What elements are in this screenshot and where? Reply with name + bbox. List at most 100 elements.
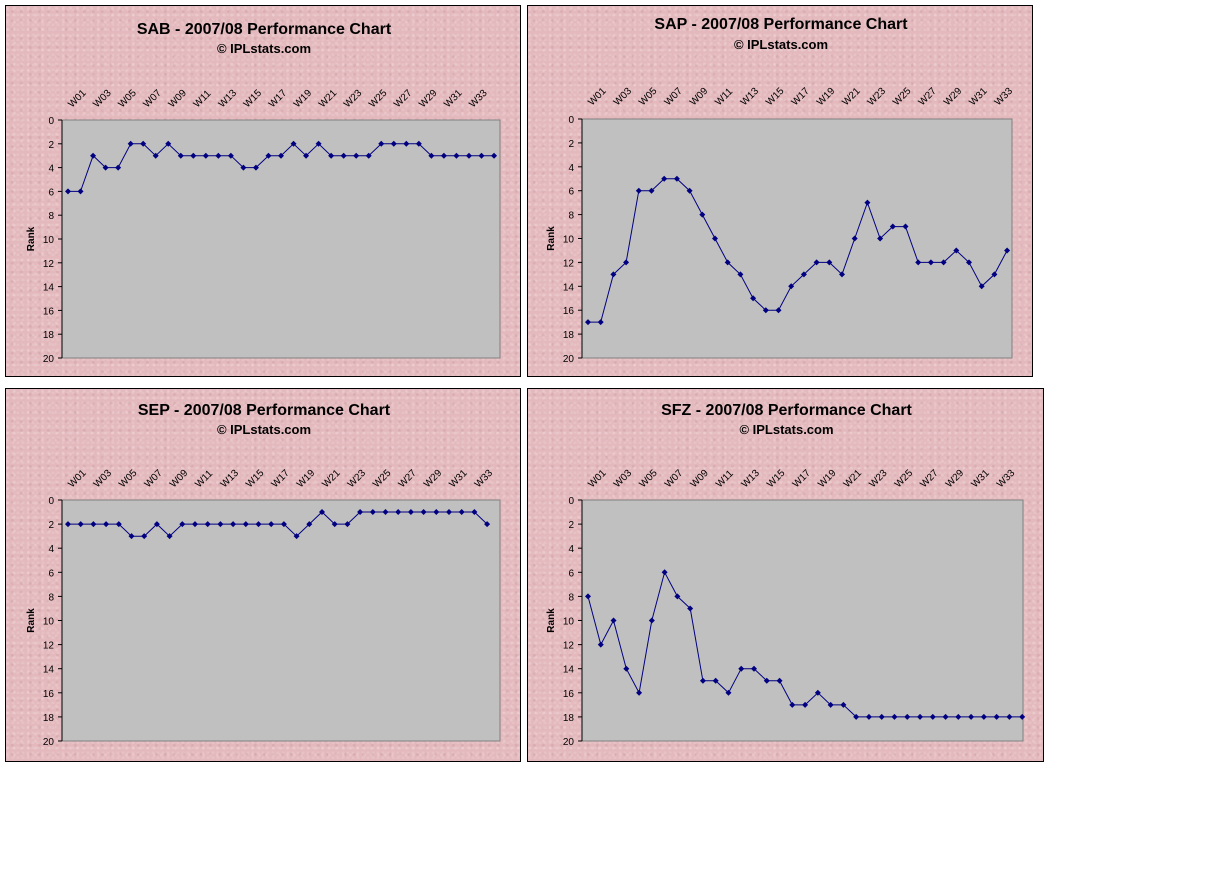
- data-point: [877, 235, 884, 242]
- x-tick-label: W09: [167, 87, 190, 110]
- x-tick-label: W01: [586, 85, 609, 108]
- data-point: [814, 689, 821, 696]
- x-tick-label: W27: [397, 467, 420, 490]
- data-point: [673, 175, 680, 182]
- data-point: [471, 509, 478, 516]
- x-tick-label: W07: [143, 467, 166, 490]
- data-point: [153, 521, 160, 528]
- y-tick-label: 2: [568, 139, 574, 150]
- data-point: [750, 295, 757, 302]
- chart-title: SAB - 2007/08 Performance Chart: [137, 21, 392, 38]
- data-point: [878, 713, 885, 720]
- y-tick-label: 14: [563, 282, 575, 293]
- x-tick-label: W05: [637, 467, 660, 490]
- chart-svg-sab: SAB - 2007/08 Performance Chart © IPLstat…: [26, 21, 501, 365]
- data-point: [929, 713, 936, 720]
- data-point: [255, 521, 262, 528]
- data-point: [762, 307, 769, 314]
- data-point: [610, 617, 617, 624]
- data-point: [344, 521, 351, 528]
- data-point: [491, 152, 498, 159]
- y-axis-label: Rank: [546, 226, 557, 251]
- data-point: [789, 701, 796, 708]
- data-point: [128, 533, 135, 540]
- data-point: [152, 152, 159, 159]
- data-point: [674, 593, 681, 600]
- y-tick-label: 10: [563, 617, 575, 628]
- y-tick-label: 10: [43, 617, 55, 628]
- x-tick-label: W13: [217, 87, 240, 110]
- chart-subtitle: © IPLstats.com: [734, 37, 828, 52]
- data-point: [636, 689, 643, 696]
- data-point: [993, 713, 1000, 720]
- data-point: [378, 140, 385, 147]
- x-tick-label: W29: [422, 467, 445, 490]
- y-tick-label: 0: [48, 496, 54, 507]
- data-point: [407, 509, 414, 516]
- data-point: [610, 271, 617, 278]
- data-point: [802, 701, 809, 708]
- x-tick-label: W11: [192, 88, 214, 110]
- data-point: [303, 152, 310, 159]
- data-point: [390, 140, 397, 147]
- chart-title: SFZ - 2007/08 Performance Chart: [661, 402, 912, 419]
- plot-area: [61, 499, 501, 742]
- y-tick-label: 14: [563, 665, 575, 676]
- data-point: [1006, 713, 1013, 720]
- x-tick-label: W03: [612, 85, 635, 108]
- data-point: [103, 521, 110, 528]
- data-point: [115, 521, 122, 528]
- x-tick-label: W29: [417, 87, 440, 110]
- x-tick-label: W07: [663, 85, 686, 108]
- data-point: [1004, 247, 1011, 254]
- data-point: [942, 713, 949, 720]
- y-tick-label: 18: [563, 330, 575, 341]
- y-tick-label: 2: [568, 520, 574, 531]
- data-point: [357, 509, 364, 516]
- y-tick-label: 12: [563, 258, 575, 269]
- data-point: [369, 509, 376, 516]
- x-tick-label: W15: [244, 467, 267, 490]
- data-point: [635, 187, 642, 194]
- y-axis-label: Rank: [546, 608, 557, 633]
- x-tick-label: W23: [342, 87, 365, 110]
- x-tick-label: W19: [815, 85, 838, 108]
- data-point: [889, 223, 896, 230]
- x-tick-label: W31: [442, 87, 465, 110]
- data-point: [968, 713, 975, 720]
- data-point: [268, 521, 275, 528]
- x-tick-label: W31: [969, 467, 992, 490]
- x-tick-label: W23: [866, 85, 889, 108]
- y-tick-label: 6: [48, 568, 54, 579]
- data-point: [597, 641, 604, 648]
- y-tick-label: 16: [563, 689, 575, 700]
- x-tick-label: W21: [317, 87, 340, 110]
- x-tick-label: W03: [91, 87, 114, 110]
- x-tick-label: W33: [993, 85, 1016, 108]
- chart-svg-sep: SEP - 2007/08 Performance Chart © IPLstat…: [26, 402, 501, 748]
- data-point: [478, 152, 485, 159]
- y-tick-label: 16: [563, 306, 575, 317]
- x-tick-label: W17: [791, 467, 814, 490]
- data-point: [699, 211, 706, 218]
- data-point: [440, 152, 447, 159]
- data-point: [240, 164, 247, 171]
- data-point: [585, 593, 591, 600]
- y-tick-label: 12: [43, 641, 55, 652]
- data-point: [458, 509, 465, 516]
- data-point: [65, 188, 71, 195]
- x-tick-label: W11: [713, 86, 735, 108]
- data-point: [1019, 713, 1026, 720]
- x-tick-label: W09: [689, 467, 712, 490]
- data-point: [465, 152, 472, 159]
- y-tick-label: 2: [48, 520, 54, 531]
- data-point: [891, 713, 898, 720]
- data-point: [978, 283, 985, 290]
- chart-subtitle: © IPLstats.com: [217, 422, 311, 437]
- data-point: [661, 569, 668, 576]
- x-tick-label: W33: [467, 87, 490, 110]
- data-point: [331, 521, 338, 528]
- x-tick-label: W03: [612, 467, 635, 490]
- data-point: [776, 677, 783, 684]
- data-point: [826, 259, 833, 266]
